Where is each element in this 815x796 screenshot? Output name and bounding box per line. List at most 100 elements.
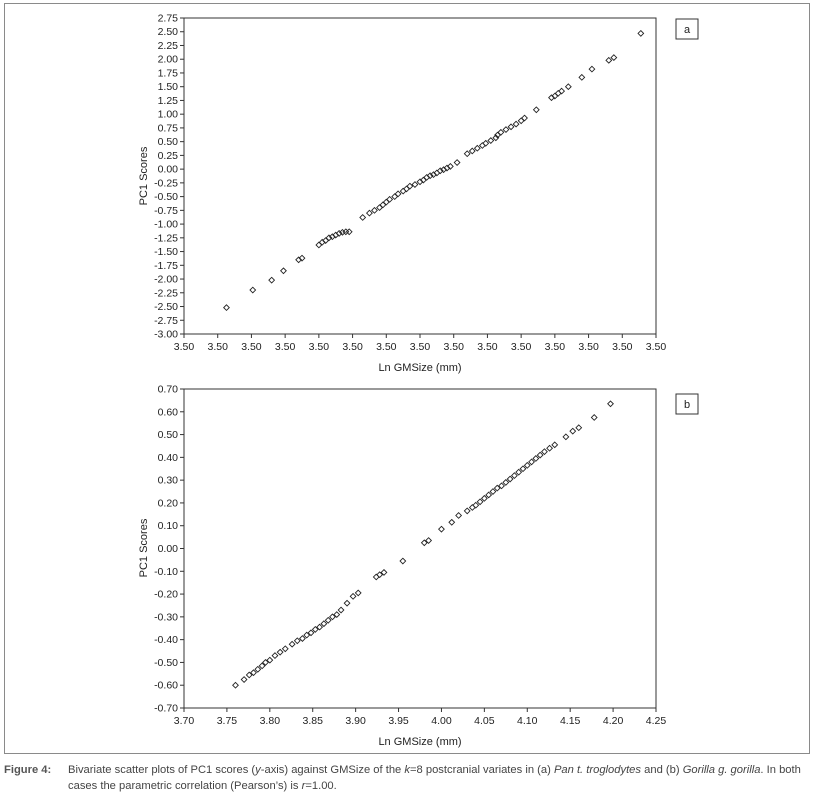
- scatter-point: [468, 504, 476, 511]
- x-tick-label: 3.50: [545, 341, 566, 353]
- scatter-point: [540, 448, 548, 456]
- scatter-point: [311, 625, 319, 633]
- caption-text: Bivariate scatter plots of PC1 scores (y…: [68, 764, 801, 792]
- scatter-point: [463, 507, 471, 515]
- scatter-point: [250, 669, 257, 677]
- x-axis-title-b: Ln GMSize (mm): [378, 736, 461, 748]
- scatter-point: [254, 665, 262, 673]
- x-tick-label: 3.50: [443, 341, 464, 353]
- x-tick-label: 3.50: [342, 341, 363, 353]
- y-tick-label: 0.40: [158, 452, 179, 464]
- y-tick-label: -0.20: [154, 589, 178, 601]
- scatter-point: [569, 427, 577, 435]
- scatter-point: [339, 228, 346, 236]
- scatter-point: [406, 182, 414, 190]
- scatter-point: [232, 681, 239, 689]
- scatter-point: [365, 209, 373, 217]
- scatter-point: [448, 518, 456, 526]
- points-b: [232, 400, 614, 689]
- x-tick-label: 3.50: [578, 341, 599, 353]
- scatter-point: [476, 498, 484, 506]
- scatter-point: [463, 150, 471, 158]
- y-tick-label: 1.50: [158, 81, 179, 93]
- y-tick-label: -1.25: [154, 232, 178, 244]
- scatter-point: [343, 599, 351, 607]
- scatter-point: [528, 458, 536, 466]
- scatter-point: [258, 662, 266, 670]
- scatter-point: [325, 234, 333, 242]
- x-tick-label: 3.50: [275, 341, 296, 353]
- panel-label-box-b: [675, 393, 699, 415]
- plot-a-frame: [183, 17, 657, 335]
- scatter-point: [489, 488, 497, 495]
- scatter-point: [245, 671, 253, 679]
- scatter-point: [399, 187, 407, 195]
- y-tick-label: -0.75: [154, 205, 178, 217]
- y-tick-label: 2.00: [158, 54, 179, 66]
- x-tick-label: 3.50: [309, 341, 330, 353]
- y-tick-label: -0.60: [154, 680, 178, 692]
- x-tick-label: 4.05: [474, 715, 495, 727]
- scatter-point: [493, 484, 501, 492]
- scatter-point: [399, 557, 407, 565]
- figure-caption: Figure 4: Bivariate scatter plots of PC1 …: [4, 762, 810, 794]
- scatter-point: [316, 623, 324, 631]
- y-tick-label: 0.00: [158, 164, 179, 176]
- y-tick-label: -1.75: [154, 260, 178, 272]
- scatter-point: [564, 83, 572, 91]
- scatter-point: [532, 106, 540, 114]
- scatter-point: [480, 494, 488, 502]
- scatter-point: [262, 658, 269, 666]
- scatter-point: [478, 142, 486, 149]
- scatter-point: [473, 144, 481, 152]
- scatter-point: [380, 568, 388, 576]
- y-tick-label: 0.50: [158, 429, 179, 441]
- x-tick-label: 4.00: [431, 715, 452, 727]
- scatter-point: [394, 190, 402, 198]
- scatter-point: [590, 414, 598, 421]
- scatter-point: [482, 139, 490, 147]
- y-tick-label: -0.50: [154, 191, 178, 203]
- scatter-point: [485, 491, 493, 499]
- y-tick-label: 1.75: [158, 67, 179, 79]
- scatter-point: [354, 589, 362, 597]
- y-tick-label: -0.10: [154, 566, 178, 578]
- scatter-point: [468, 147, 476, 155]
- scatter-point: [497, 128, 505, 136]
- y-tick-label: 1.00: [158, 109, 179, 121]
- scatter-point: [506, 475, 514, 483]
- scatter-point: [562, 433, 570, 441]
- y-tick-label: -0.50: [154, 657, 178, 669]
- plot-b-frame: [183, 388, 657, 709]
- scatter-point: [223, 304, 230, 312]
- scatter-point: [610, 54, 618, 62]
- panel-label-b: b: [684, 399, 690, 411]
- panel-label-box-a: [675, 18, 699, 40]
- scatter-point: [492, 134, 500, 142]
- scatter-point: [436, 167, 444, 175]
- scatter-point: [307, 629, 315, 637]
- x-tick-label: 3.70: [174, 715, 195, 727]
- panel-label-a: a: [684, 24, 691, 36]
- x-tick-label: 3.50: [410, 341, 431, 353]
- scatter-point: [359, 214, 367, 221]
- y-tick-label: -2.75: [154, 315, 178, 327]
- y-tick-label: -0.70: [154, 703, 178, 715]
- y-tick-label: 0.75: [158, 122, 179, 134]
- scatter-point: [372, 573, 380, 581]
- scatter-point: [546, 444, 554, 452]
- scatter-point: [333, 611, 341, 619]
- scatter-point: [420, 539, 428, 547]
- scatter-point: [280, 267, 287, 275]
- scatter-point: [371, 206, 378, 214]
- x-tick-label: 3.50: [511, 341, 532, 353]
- y-tick-label: 0.60: [158, 406, 179, 418]
- scatter-point: [498, 482, 505, 490]
- scatter-point: [532, 455, 540, 462]
- y-tick-label: -0.25: [154, 177, 178, 189]
- x-tick-label: 3.85: [303, 715, 324, 727]
- x-tick-label: 3.50: [477, 341, 498, 353]
- figure-frame: [4, 3, 810, 754]
- x-axis-ticks-b: 3.70 3.75 3.80 3.85 3.90 3.95 4.00 4.05 4.10 4.15…: [174, 708, 666, 727]
- caption-label: Figure 4:: [4, 764, 52, 776]
